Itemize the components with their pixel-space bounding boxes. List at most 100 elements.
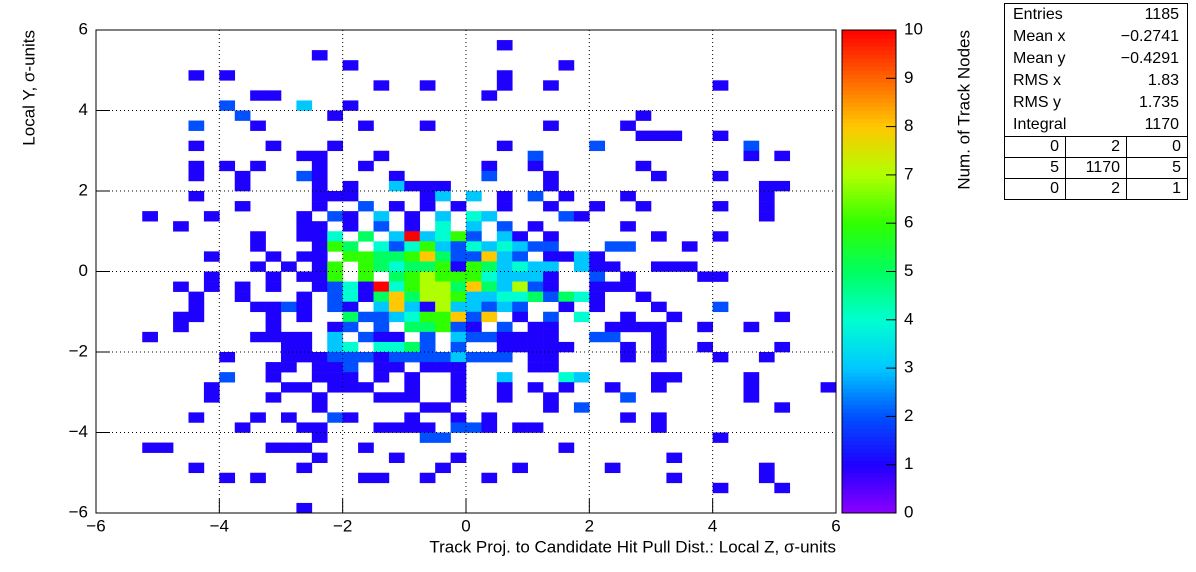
- heatmap-cell: [311, 362, 328, 373]
- heatmap-cell: [712, 80, 729, 91]
- heatmap-cell: [651, 301, 667, 313]
- z-tick-label: 3: [904, 358, 913, 377]
- heatmap-cell: [496, 201, 513, 212]
- color-bar-segment: [842, 170, 896, 176]
- heatmap-cell: [466, 291, 482, 302]
- heatmap-cell: [373, 301, 390, 313]
- heatmap-cell: [419, 201, 436, 212]
- color-bar-segment: [842, 219, 896, 224]
- heatmap-cell: [681, 261, 698, 272]
- heatmap-cell: [435, 281, 451, 292]
- heatmap-cell: [450, 311, 467, 323]
- heatmap-cell: [219, 352, 236, 363]
- heatmap-cell: [373, 80, 390, 91]
- heatmap-cell: [358, 311, 374, 323]
- stats-grid-cell: 0: [1050, 138, 1059, 155]
- heatmap-cell: [173, 221, 189, 232]
- color-bar-segment: [842, 150, 896, 156]
- heatmap-cell: [435, 241, 451, 252]
- heatmap-cell: [543, 271, 559, 282]
- heatmap-cell: [373, 150, 390, 162]
- heatmap-cell: [373, 331, 390, 343]
- heatmap-cell: [327, 261, 343, 272]
- color-bar-segment: [842, 30, 896, 35]
- heatmap-cell: [296, 170, 313, 182]
- heatmap-cell: [311, 271, 328, 282]
- heatmap-cell: [404, 412, 421, 423]
- heatmap-cell: [758, 201, 775, 212]
- color-bar-segment: [842, 110, 896, 116]
- z-tick-label: 2: [904, 406, 913, 425]
- color-bar-segment: [842, 323, 896, 329]
- heatmap-cell: [173, 311, 189, 323]
- color-bar-segment: [842, 392, 896, 397]
- heatmap-cell: [651, 130, 667, 141]
- heatmap-cell: [265, 362, 282, 373]
- heatmap-cell: [250, 412, 266, 423]
- color-bar-segment: [842, 436, 896, 442]
- heatmap-cell: [203, 392, 220, 403]
- heatmap-cell: [758, 352, 775, 363]
- color-bar-segment: [842, 186, 896, 192]
- stats-value: 1185: [1144, 6, 1179, 23]
- heatmap-cell: [311, 180, 328, 192]
- heatmap-cell: [651, 372, 667, 383]
- heatmap-cell: [481, 331, 498, 343]
- heatmap-cell: [388, 180, 405, 192]
- color-bar-segment: [842, 126, 896, 132]
- heatmap-cell: [651, 422, 667, 433]
- heatmap-cell: [527, 241, 544, 252]
- color-bar-segment: [842, 138, 896, 144]
- heatmap-cell: [296, 311, 313, 323]
- heatmap-cell: [419, 321, 436, 333]
- heatmap-cell: [327, 110, 343, 121]
- color-bar-segment: [842, 303, 896, 309]
- heatmap-cell: [419, 120, 436, 131]
- heatmap-cell: [265, 372, 282, 383]
- heatmap-cell: [373, 372, 390, 383]
- heatmap-cell: [234, 291, 251, 302]
- heatmap-cell: [296, 341, 313, 353]
- heatmap-cell: [342, 321, 359, 333]
- heatmap-cell: [651, 321, 667, 333]
- color-bar-segment: [842, 42, 896, 47]
- color-bar-segment: [842, 102, 896, 107]
- heatmap-cell: [173, 281, 189, 292]
- heatmap-cell: [466, 271, 482, 282]
- heatmap-cell: [296, 221, 313, 232]
- heatmap-cell: [342, 211, 359, 222]
- color-bar-segment: [842, 38, 896, 43]
- heatmap-cell: [142, 211, 158, 222]
- heatmap-cell: [712, 271, 729, 282]
- color-bar-segment: [842, 70, 896, 75]
- color-bar-segment: [842, 468, 896, 474]
- color-bar-segment: [842, 404, 896, 409]
- heatmap-cell: [311, 432, 328, 443]
- heatmap-cell: [712, 201, 729, 212]
- stats-value: −0.4291: [1120, 50, 1179, 67]
- chart: Track Proj. to Candidate Hit Pull Dist.:…: [19, 19, 973, 556]
- heatmap-cell: [620, 120, 636, 131]
- heatmap-cell: [589, 331, 606, 343]
- heatmap-cell: [234, 422, 251, 433]
- x-tick-label: −6: [86, 516, 105, 535]
- heatmap-cell: [450, 201, 467, 212]
- heatmap-cell: [203, 382, 220, 393]
- heatmap-cell: [496, 221, 513, 232]
- heatmap-cell: [543, 170, 559, 182]
- color-bar-segment: [842, 263, 896, 268]
- heatmap-cell: [774, 180, 791, 192]
- heatmap-cell: [666, 452, 683, 463]
- heatmap-cell: [496, 40, 513, 51]
- heatmap-cell: [373, 251, 390, 262]
- heatmap-cell: [419, 231, 436, 242]
- heatmap-cell: [589, 301, 606, 313]
- heatmap-cell: [296, 150, 313, 162]
- heatmap-cell: [466, 251, 482, 262]
- heatmap-cell: [466, 422, 482, 433]
- heatmap-cell: [373, 211, 390, 222]
- heatmap-cell: [620, 241, 636, 252]
- color-bar-segment: [842, 480, 896, 486]
- heatmap-cell: [250, 160, 266, 172]
- color-bar-segment: [842, 424, 896, 429]
